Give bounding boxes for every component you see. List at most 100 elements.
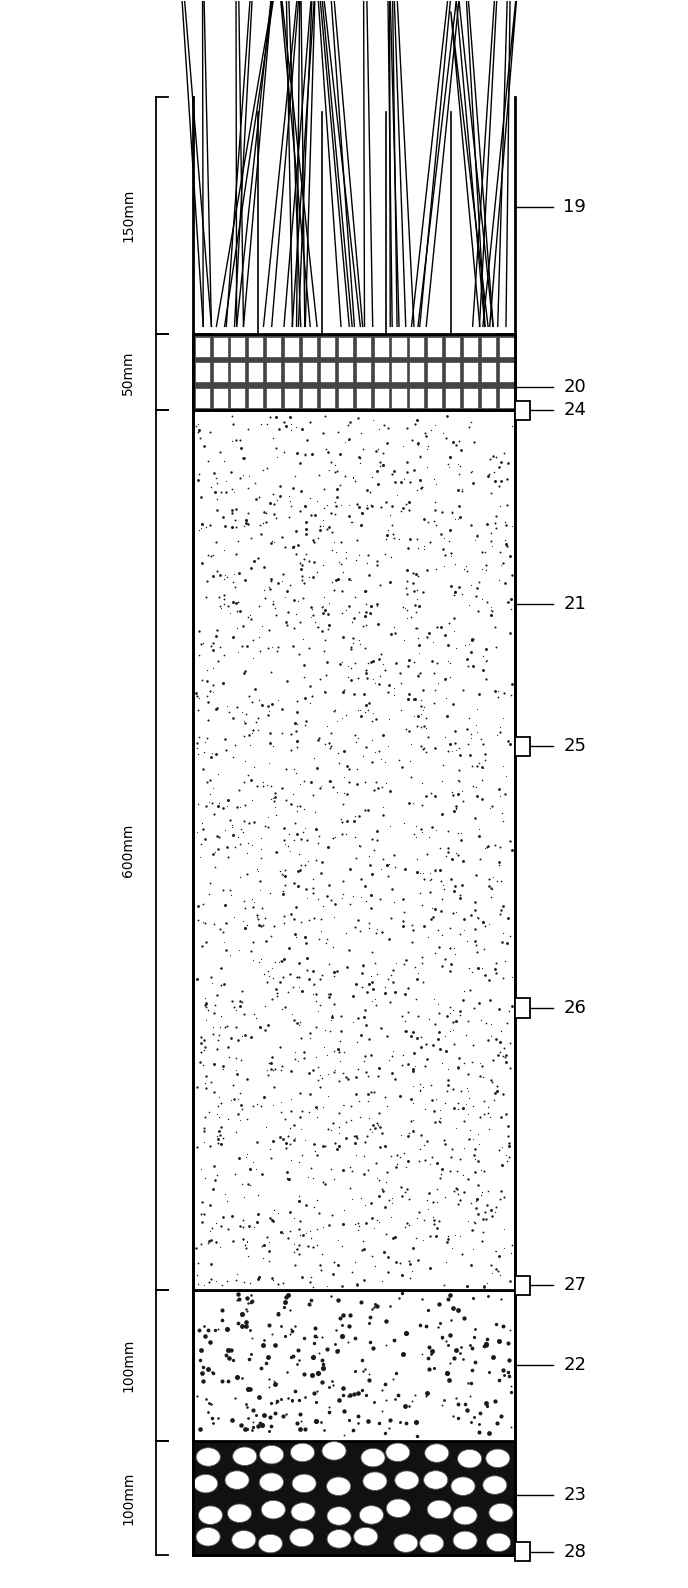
Bar: [515, 737, 530, 756]
Bar: [499, 387, 514, 408]
Text: 26: 26: [563, 999, 586, 1016]
Bar: [320, 387, 335, 408]
Bar: [356, 387, 371, 408]
Text: 19: 19: [563, 198, 586, 216]
Bar: [284, 362, 299, 383]
Ellipse shape: [489, 1504, 513, 1521]
Bar: [409, 337, 424, 357]
Bar: [409, 362, 424, 383]
Ellipse shape: [424, 1470, 448, 1490]
Bar: [499, 362, 514, 383]
Ellipse shape: [225, 1470, 249, 1490]
Bar: [320, 362, 335, 383]
Ellipse shape: [259, 1445, 283, 1464]
Bar: [515, 1542, 530, 1561]
Bar: [374, 337, 389, 357]
Bar: [445, 387, 460, 408]
Text: 150mm: 150mm: [121, 189, 135, 241]
Bar: [463, 337, 478, 357]
Text: 20: 20: [563, 378, 586, 395]
Bar: [481, 362, 496, 383]
Ellipse shape: [427, 1501, 451, 1518]
Bar: [499, 337, 514, 357]
Bar: [427, 337, 442, 357]
Bar: [391, 362, 407, 383]
Text: 100mm: 100mm: [121, 1339, 135, 1393]
Bar: [463, 387, 478, 408]
Bar: [284, 337, 299, 357]
Ellipse shape: [198, 1505, 222, 1524]
Bar: [427, 362, 442, 383]
Ellipse shape: [359, 1505, 383, 1524]
Bar: [515, 400, 530, 419]
Ellipse shape: [232, 1531, 256, 1548]
Ellipse shape: [327, 1477, 351, 1496]
Text: 50mm: 50mm: [121, 349, 135, 394]
Ellipse shape: [292, 1474, 316, 1493]
Bar: [409, 387, 424, 408]
Bar: [320, 337, 335, 357]
Ellipse shape: [290, 1528, 314, 1547]
Ellipse shape: [354, 1528, 378, 1545]
Ellipse shape: [386, 1499, 411, 1518]
Bar: [515, 999, 530, 1018]
Ellipse shape: [196, 1448, 220, 1466]
Text: 24: 24: [563, 402, 586, 419]
Ellipse shape: [259, 1474, 283, 1491]
Bar: [266, 337, 281, 357]
Bar: [284, 387, 299, 408]
Ellipse shape: [420, 1534, 444, 1553]
Bar: [230, 362, 246, 383]
Ellipse shape: [363, 1472, 387, 1491]
Bar: [193, 1440, 515, 1555]
Ellipse shape: [453, 1531, 477, 1550]
Ellipse shape: [233, 1447, 257, 1466]
Bar: [445, 362, 460, 383]
Ellipse shape: [327, 1507, 351, 1524]
Ellipse shape: [259, 1534, 283, 1553]
Ellipse shape: [386, 1443, 410, 1461]
Ellipse shape: [483, 1475, 507, 1494]
Bar: [481, 337, 496, 357]
Bar: [248, 387, 264, 408]
Ellipse shape: [458, 1450, 482, 1467]
Bar: [193, 410, 515, 1289]
Ellipse shape: [486, 1450, 510, 1467]
Bar: [481, 387, 496, 408]
Bar: [445, 337, 460, 357]
Bar: [374, 387, 389, 408]
Bar: [302, 337, 317, 357]
Ellipse shape: [486, 1532, 510, 1551]
Bar: [193, 335, 515, 410]
Ellipse shape: [453, 1507, 477, 1524]
Bar: [338, 387, 353, 408]
Bar: [391, 387, 407, 408]
Bar: [374, 362, 389, 383]
Bar: [515, 1275, 530, 1294]
Text: 21: 21: [563, 596, 586, 613]
Text: 22: 22: [563, 1356, 586, 1374]
Ellipse shape: [327, 1529, 352, 1548]
Bar: [195, 362, 210, 383]
Bar: [266, 387, 281, 408]
Bar: [195, 387, 210, 408]
Ellipse shape: [290, 1443, 314, 1461]
Text: 27: 27: [563, 1277, 586, 1294]
Bar: [213, 362, 228, 383]
Ellipse shape: [394, 1534, 418, 1553]
Bar: [248, 362, 264, 383]
Text: 23: 23: [563, 1486, 586, 1504]
Bar: [356, 362, 371, 383]
Bar: [266, 362, 281, 383]
Bar: [213, 337, 228, 357]
Bar: [463, 362, 478, 383]
Text: 28: 28: [563, 1542, 586, 1561]
Bar: [338, 362, 353, 383]
Bar: [302, 387, 317, 408]
Text: 100mm: 100mm: [121, 1470, 135, 1524]
Ellipse shape: [451, 1477, 475, 1496]
Bar: [230, 337, 246, 357]
Bar: [356, 337, 371, 357]
Bar: [193, 1289, 515, 1440]
Bar: [427, 387, 442, 408]
